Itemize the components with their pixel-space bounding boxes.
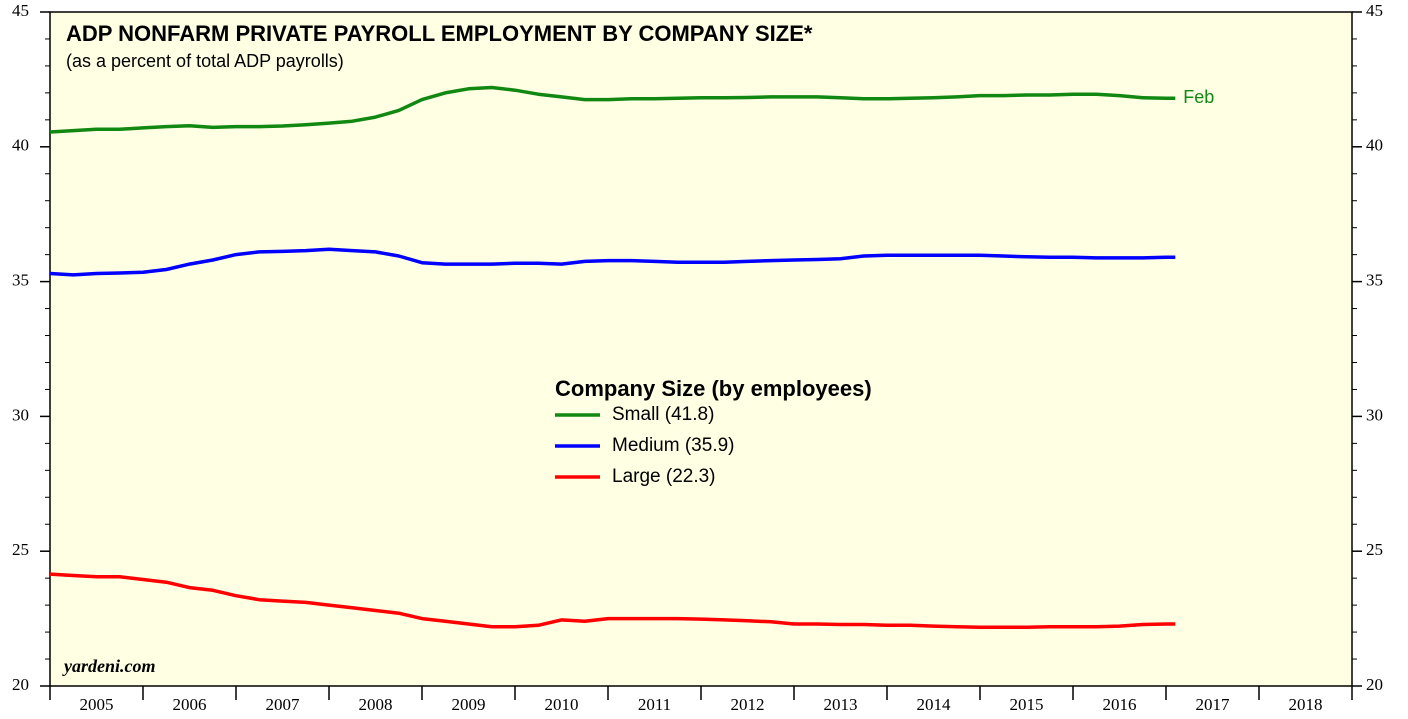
x-tick-label: 2014	[917, 695, 952, 714]
source: yardeni.com	[62, 656, 156, 676]
annotation: Feb	[1183, 87, 1214, 107]
y2-tick-label: 35	[1366, 271, 1383, 290]
y2-tick-label: 20	[1366, 675, 1383, 694]
x-tick-label: 2006	[173, 695, 207, 714]
y2-tick-label: 45	[1366, 1, 1383, 20]
x-tick-label: 2013	[824, 695, 858, 714]
x-tick-label: 2010	[545, 695, 579, 714]
series-line	[49, 85, 1176, 134]
chart-subtitle: (as a percent of total ADP payrolls)	[66, 51, 344, 71]
x-tick-label: 2018	[1289, 695, 1323, 714]
x-tick-label: 2009	[452, 695, 486, 714]
plot-area	[49, 11, 1353, 687]
x-tick-label: 2016	[1103, 695, 1137, 714]
y-tick-label: 45	[12, 1, 29, 20]
legend-label: Large (22.3)	[612, 466, 716, 487]
x-tick-label: 2007	[266, 695, 301, 714]
y-tick-label: 30	[12, 405, 29, 424]
series-line	[49, 247, 1176, 277]
x-tick-label: 2015	[1010, 695, 1044, 714]
legend-label: Medium (35.9)	[612, 435, 735, 456]
legend-label: Small (41.8)	[612, 404, 714, 425]
y-tick-label: 35	[12, 271, 29, 290]
x-tick-label: 2012	[731, 695, 765, 714]
chart-title: ADP NONFARM PRIVATE PAYROLL EMPLOYMENT B…	[66, 21, 813, 46]
legend-title: Company Size (by employees)	[555, 376, 872, 401]
y-tick-label: 20	[12, 675, 29, 694]
x-tick-label: 2011	[638, 695, 671, 714]
y2-tick-label: 30	[1366, 405, 1383, 424]
y2-tick-label: 40	[1366, 136, 1383, 155]
x-tick-label: 2017	[1196, 695, 1231, 714]
y-tick-label: 40	[12, 136, 29, 155]
y-tick-label: 25	[12, 540, 29, 559]
y2-tick-label: 25	[1366, 540, 1383, 559]
x-tick-label: 2008	[359, 695, 393, 714]
series-line	[49, 572, 1176, 629]
x-tick-label: 2005	[80, 695, 114, 714]
